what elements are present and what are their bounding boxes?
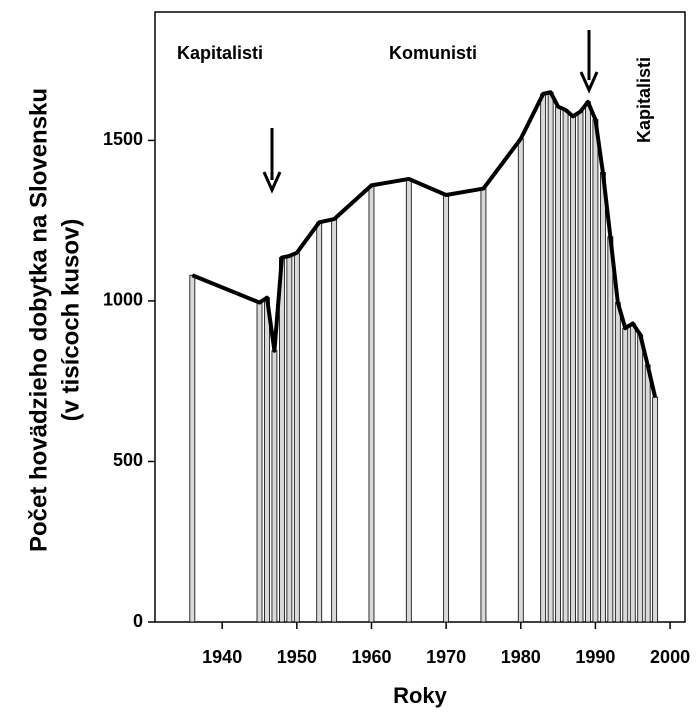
annotation: Kapitalisti (634, 57, 654, 143)
bar (405, 178, 412, 623)
annotation: Komunisti (389, 43, 477, 63)
bar (562, 109, 569, 623)
y-axis-label: Počet hovädzieho dobytka na Slovensku (25, 88, 52, 552)
y-tick-label: 1000 (103, 290, 143, 310)
x-tick-label: 1940 (202, 647, 242, 667)
bar (293, 252, 300, 623)
x-tick-label: 1960 (351, 647, 391, 667)
bar (592, 119, 599, 623)
bar (279, 257, 285, 623)
x-tick-label: 1950 (277, 647, 317, 667)
trend-line (191, 90, 658, 398)
bar (368, 184, 375, 623)
y-tick-label: 0 (133, 611, 143, 631)
bar (644, 364, 651, 623)
bar (607, 236, 614, 623)
bar (614, 302, 621, 623)
annotation: Kapitalisti (177, 43, 263, 63)
x-tick-label: 2000 (650, 647, 690, 667)
bar (599, 172, 606, 623)
y-tick-label: 1500 (103, 129, 143, 149)
bar (555, 106, 561, 623)
plot-frame (154, 11, 686, 623)
bar (271, 350, 278, 623)
x-axis-label: Roky (393, 683, 448, 708)
x-tick-label: 1970 (426, 647, 466, 667)
bar (622, 327, 629, 623)
arrows (262, 30, 599, 194)
bar (637, 334, 644, 623)
y-tick-label: 500 (113, 450, 143, 470)
bar (577, 111, 584, 623)
bar (585, 101, 591, 623)
x-tick-label: 1990 (575, 647, 615, 667)
bar (264, 297, 270, 623)
bar (652, 396, 659, 623)
bar (540, 93, 547, 623)
bar (480, 188, 487, 623)
bar (547, 91, 554, 623)
bar (316, 221, 323, 623)
bar (443, 194, 450, 623)
bar (570, 115, 576, 623)
bar (189, 274, 196, 623)
bar (286, 255, 293, 623)
bar (629, 323, 636, 623)
bar (256, 302, 263, 623)
bar (517, 138, 524, 623)
x-tick-label: 1980 (501, 647, 541, 667)
y-axis-label: (v tisícoch kusov) (57, 219, 84, 422)
bar (331, 218, 338, 623)
